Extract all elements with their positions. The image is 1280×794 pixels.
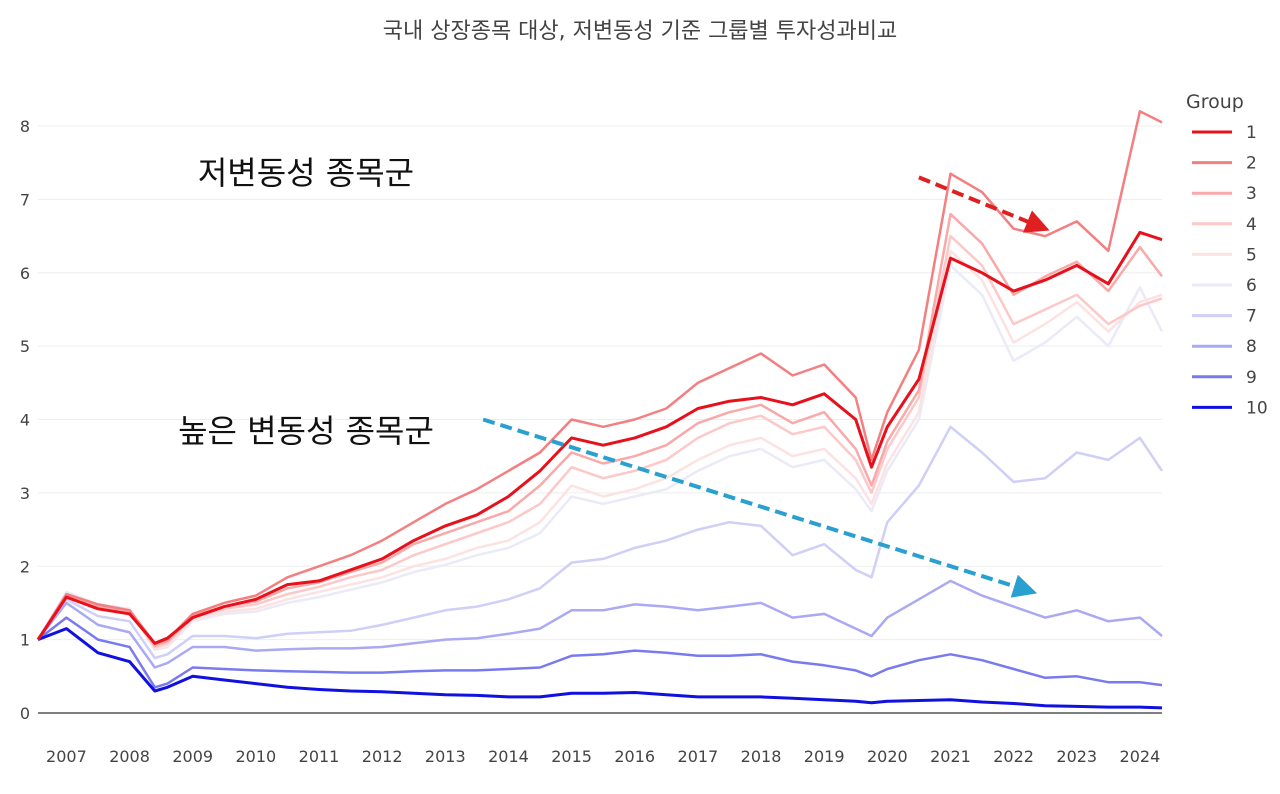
y-tick-label: 3 xyxy=(20,484,30,503)
series-line-group-9 xyxy=(37,616,1163,689)
legend-label-group-8[interactable]: 8 xyxy=(1246,337,1257,357)
y-tick-label: 1 xyxy=(20,631,30,650)
x-tick-label: 2010 xyxy=(235,747,276,766)
legend-label-group-7[interactable]: 7 xyxy=(1246,307,1257,327)
series-line-group-2 xyxy=(36,110,1163,645)
legend-title: Group xyxy=(1186,91,1244,113)
y-tick-label: 4 xyxy=(20,411,30,430)
series-line-group-1 xyxy=(36,230,1163,645)
x-tick-label: 2013 xyxy=(425,747,466,766)
x-tick-label: 2008 xyxy=(109,747,150,766)
y-tick-label: 8 xyxy=(20,117,30,136)
series-line-group-7 xyxy=(36,425,1164,660)
y-axis-ticks: 0 1 2 3 4 5 6 7 8 xyxy=(20,117,30,723)
annotation-arrow xyxy=(918,175,1050,233)
y-tick-label: 7 xyxy=(20,190,30,209)
y-tick-label: 5 xyxy=(20,337,30,356)
x-tick-label: 2022 xyxy=(993,747,1034,766)
x-tick-label: 2020 xyxy=(867,747,908,766)
legend-label-group-2[interactable]: 2 xyxy=(1246,154,1257,174)
x-tick-label: 2019 xyxy=(804,747,845,766)
legend: Group 1 2 3 4 5 6 7 8 9 10 xyxy=(1186,91,1268,418)
gridlines xyxy=(38,125,1162,714)
x-tick-label: 2014 xyxy=(488,747,529,766)
x-axis-ticks: 2007 2008 2009 2010 2011 2012 2013 2014 2015 2016… xyxy=(46,747,1160,766)
legend-label-group-3[interactable]: 3 xyxy=(1246,184,1257,204)
y-tick-label: 0 xyxy=(20,704,30,723)
x-tick-label: 2024 xyxy=(1120,747,1161,766)
annotation-label: 높은 변동성 종목군 xyxy=(178,412,434,450)
annotation-arrow xyxy=(482,417,1038,598)
legend-label-group-5[interactable]: 5 xyxy=(1246,245,1257,265)
x-tick-label: 2017 xyxy=(678,747,719,766)
annotation-label: 저변동성 종목군 xyxy=(198,154,414,192)
legend-label-group-1[interactable]: 1 xyxy=(1246,123,1257,143)
legend-label-group-6[interactable]: 6 xyxy=(1246,276,1257,296)
legend-label-group-4[interactable]: 4 xyxy=(1246,215,1257,235)
y-tick-label: 6 xyxy=(20,264,30,283)
x-tick-label: 2012 xyxy=(362,747,403,766)
series-lines xyxy=(36,110,1164,710)
x-tick-label: 2016 xyxy=(614,747,655,766)
x-tick-label: 2023 xyxy=(1056,747,1097,766)
series-line-group-5 xyxy=(36,249,1163,650)
x-tick-label: 2009 xyxy=(172,747,213,766)
y-tick-label: 2 xyxy=(20,557,30,576)
x-tick-label: 2018 xyxy=(741,747,782,766)
series-line-group-10 xyxy=(37,627,1163,710)
x-tick-label: 2021 xyxy=(930,747,971,766)
x-tick-label: 2011 xyxy=(299,747,340,766)
legend-label-group-10[interactable]: 10 xyxy=(1246,398,1268,418)
x-tick-label: 2015 xyxy=(551,747,592,766)
legend-label-group-9[interactable]: 9 xyxy=(1246,368,1257,388)
series-line-group-6 xyxy=(36,264,1164,652)
chart-title: 국내 상장종목 대상, 저변동성 기준 그룹별 투자성과비교 xyxy=(383,19,897,44)
series-line-group-8 xyxy=(37,579,1163,669)
x-tick-label: 2007 xyxy=(46,747,87,766)
